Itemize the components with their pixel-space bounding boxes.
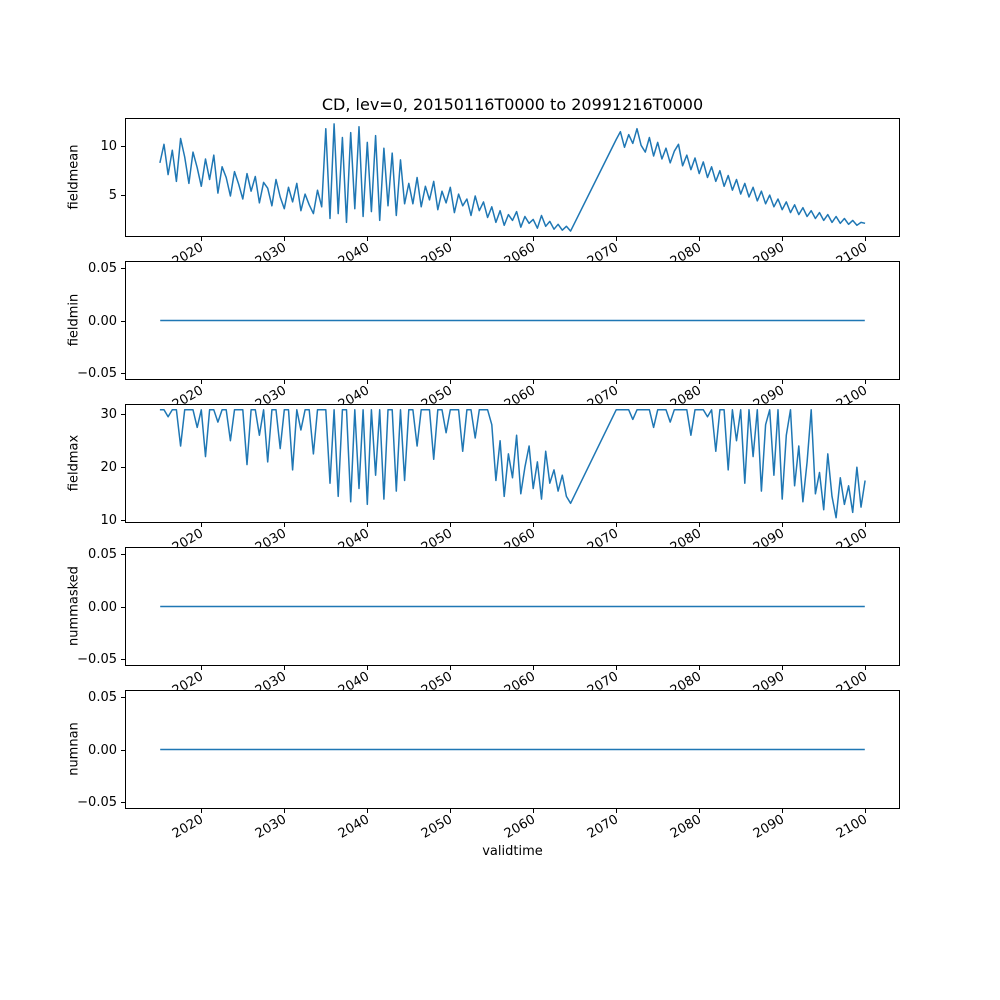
x-tick-mark [367, 809, 368, 813]
x-tick-mark [782, 809, 783, 813]
plot-area-fieldmax [125, 404, 900, 523]
x-tick-mark [865, 380, 866, 384]
x-tick-mark [201, 666, 202, 670]
x-tick-mark [450, 380, 451, 384]
subplot-fieldmin: fieldmin −0.05 0.00 0.05 2020 2030 2040 2050 20… [0, 261, 1000, 413]
x-tick-label: 2060 [501, 812, 538, 842]
x-tick-mark [865, 237, 866, 241]
x-tick-mark [367, 380, 368, 384]
y-tick-mark [121, 146, 125, 147]
x-tick-mark [284, 809, 285, 813]
y-tick-mark [121, 659, 125, 660]
y-tick-mark [121, 373, 125, 374]
y-tick-label: 0.05 [88, 547, 117, 562]
y-tick-label: 0.00 [88, 600, 117, 615]
x-tick-mark [450, 237, 451, 241]
plot-area-fieldmin [125, 261, 900, 380]
x-tick-mark [699, 380, 700, 384]
subplot-numnan: numnan −0.05 0.00 0.05 2020 2030 2040 2050 2060… [0, 690, 1000, 842]
subplot-nummasked: nummasked −0.05 0.00 0.05 2020 2030 2040 2050 2… [0, 547, 1000, 699]
y-tick-mark [121, 414, 125, 415]
x-tick-mark [782, 380, 783, 384]
x-tick-label: 2040 [335, 812, 372, 842]
y-tick-label: 0.05 [88, 261, 117, 276]
y-tick-label: 30 [100, 407, 117, 422]
x-tick-label: 2070 [584, 812, 621, 842]
x-tick-mark [284, 666, 285, 670]
x-tick-mark [616, 809, 617, 813]
y-tick-label: −0.05 [77, 795, 117, 810]
x-tick-mark [201, 380, 202, 384]
line-series-fieldmean [159, 123, 866, 232]
x-axis-label: validtime [482, 844, 543, 859]
x-tick-mark [782, 237, 783, 241]
y-tick-mark [121, 520, 125, 521]
x-tick-label: 2080 [667, 812, 704, 842]
x-tick-mark [201, 809, 202, 813]
x-tick-mark [865, 809, 866, 813]
y-tick-label: −0.05 [77, 366, 117, 381]
y-tick-label: 0.05 [88, 690, 117, 705]
x-tick-mark [865, 523, 866, 527]
x-tick-mark [533, 237, 534, 241]
y-tick-mark [121, 607, 125, 608]
y-tick-label: 20 [100, 460, 117, 475]
plot-area-nummasked [125, 547, 900, 666]
y-tick-mark [121, 554, 125, 555]
x-tick-mark [616, 380, 617, 384]
x-tick-mark [284, 237, 285, 241]
x-tick-mark [533, 666, 534, 670]
x-tick-mark [699, 237, 700, 241]
x-tick-label: 2030 [252, 812, 289, 842]
x-tick-label: 2100 [833, 812, 870, 842]
x-tick-mark [450, 666, 451, 670]
x-tick-mark [367, 523, 368, 527]
y-tick-mark [121, 321, 125, 322]
x-tick-mark [201, 237, 202, 241]
x-tick-mark [782, 523, 783, 527]
figure-title: CD, lev=0, 20150116T0000 to 20991216T000… [321, 95, 704, 114]
x-tick-mark [367, 666, 368, 670]
x-tick-mark [367, 237, 368, 241]
x-tick-mark [865, 666, 866, 670]
y-tick-label: 10 [100, 139, 117, 154]
x-tick-mark [616, 666, 617, 670]
x-tick-mark [284, 523, 285, 527]
y-tick-mark [121, 195, 125, 196]
x-tick-mark [450, 809, 451, 813]
line-series-fieldmax [159, 409, 866, 519]
x-tick-mark [616, 523, 617, 527]
x-tick-mark [450, 523, 451, 527]
x-tick-mark [699, 523, 700, 527]
x-tick-label: 2050 [418, 812, 455, 842]
y-tick-mark [121, 268, 125, 269]
x-tick-mark [533, 809, 534, 813]
x-tick-mark [782, 666, 783, 670]
x-tick-mark [533, 380, 534, 384]
x-tick-mark [699, 809, 700, 813]
y-tick-label: 0.00 [88, 314, 117, 329]
y-tick-label: 0.00 [88, 743, 117, 758]
x-tick-mark [616, 237, 617, 241]
y-tick-label: 5 [108, 188, 117, 203]
plot-area-numnan [125, 690, 900, 809]
y-tick-mark [121, 750, 125, 751]
subplot-fieldmax: fieldmax 10 20 30 2020 2030 2040 2050 2060 2070 2… [0, 404, 1000, 556]
y-tick-mark [121, 697, 125, 698]
y-tick-label: −0.05 [77, 652, 117, 667]
x-tick-mark [284, 380, 285, 384]
x-tick-mark [533, 523, 534, 527]
x-tick-label: 2090 [750, 812, 787, 842]
subplot-fieldmean: fieldmean 5 10 2020 2030 2040 2050 2060 2070 208… [0, 118, 1000, 270]
y-tick-mark [121, 467, 125, 468]
plot-area-fieldmean [125, 118, 900, 237]
x-tick-mark [201, 523, 202, 527]
x-tick-mark [699, 666, 700, 670]
x-tick-label: 2020 [169, 812, 206, 842]
y-tick-label: 10 [100, 513, 117, 528]
y-tick-mark [121, 802, 125, 803]
